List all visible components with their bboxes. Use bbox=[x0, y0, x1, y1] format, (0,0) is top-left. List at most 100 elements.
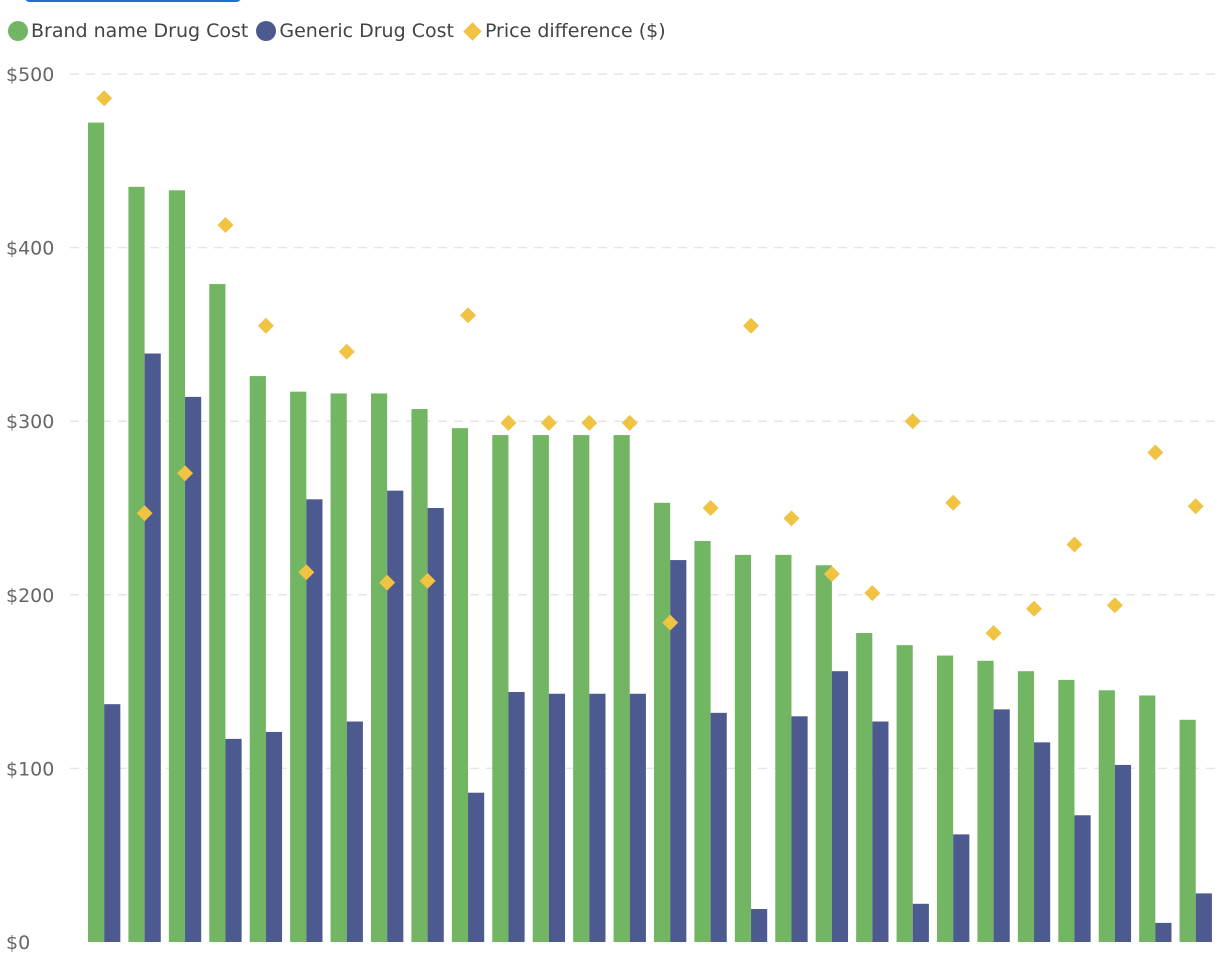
bar-brand[interactable] bbox=[249, 376, 266, 943]
bar-brand[interactable] bbox=[451, 428, 469, 942]
price-difference-marker[interactable] bbox=[581, 414, 598, 431]
price-difference-marker[interactable] bbox=[136, 505, 153, 522]
bar-generic[interactable] bbox=[185, 396, 202, 942]
bar-generic[interactable] bbox=[831, 671, 849, 942]
gridlines bbox=[70, 73, 1220, 770]
legend-item-diff[interactable]: Price difference ($) bbox=[462, 20, 666, 42]
bar-generic[interactable] bbox=[1155, 922, 1172, 942]
price-difference-marker[interactable] bbox=[904, 413, 921, 430]
bar-brand[interactable] bbox=[734, 554, 752, 942]
bar-brand[interactable] bbox=[654, 502, 671, 942]
price-difference-marker[interactable] bbox=[500, 414, 517, 431]
bar-generic[interactable] bbox=[1114, 764, 1132, 942]
price-difference-marker[interactable] bbox=[338, 343, 355, 360]
bar-generic[interactable] bbox=[508, 692, 525, 942]
bar-generic[interactable] bbox=[427, 508, 444, 942]
price-difference-marker[interactable] bbox=[177, 465, 194, 482]
bar-brand[interactable] bbox=[896, 645, 913, 942]
price-difference-marker[interactable] bbox=[702, 500, 719, 516]
bar-brand[interactable] bbox=[209, 284, 226, 942]
bar-brand[interactable] bbox=[330, 393, 347, 942]
legend: Brand name Drug Cost Generic Drug Cost P… bbox=[8, 18, 674, 44]
bar-brand[interactable] bbox=[694, 540, 711, 942]
price-difference-marker[interactable] bbox=[621, 414, 638, 431]
price-difference-marker[interactable] bbox=[1187, 498, 1204, 515]
price-difference-marker[interactable] bbox=[540, 414, 557, 431]
bar-generic[interactable] bbox=[104, 704, 121, 942]
bar-generic[interactable] bbox=[306, 499, 323, 942]
price-difference-marker[interactable] bbox=[1106, 597, 1123, 614]
bar-brand[interactable] bbox=[1098, 690, 1115, 942]
bar-brand[interactable] bbox=[977, 660, 994, 942]
bar-generic[interactable] bbox=[1034, 742, 1051, 942]
markers bbox=[96, 90, 1204, 641]
bar-generic[interactable] bbox=[468, 792, 485, 942]
price-difference-marker[interactable] bbox=[945, 494, 962, 511]
price-difference-marker[interactable] bbox=[985, 624, 1002, 641]
bar-brand[interactable] bbox=[411, 409, 428, 943]
bar-generic[interactable] bbox=[710, 712, 727, 942]
bar-generic[interactable] bbox=[751, 909, 768, 942]
price-difference-marker[interactable] bbox=[217, 217, 234, 234]
bar-generic[interactable] bbox=[265, 731, 283, 942]
bar-brand[interactable] bbox=[937, 655, 954, 942]
bar-generic[interactable] bbox=[629, 693, 646, 942]
price-difference-marker[interactable] bbox=[1147, 444, 1164, 461]
price-difference-marker[interactable] bbox=[257, 317, 274, 334]
price-difference-marker[interactable] bbox=[823, 565, 840, 582]
y-tick-label: $100 bbox=[6, 758, 54, 780]
legend-label-generic: Generic Drug Cost bbox=[279, 20, 454, 42]
y-axis-ticks: $0 $100 $200 $300 $400 $500 bbox=[6, 64, 54, 954]
bar-generic[interactable] bbox=[144, 353, 161, 943]
bar-generic[interactable] bbox=[912, 903, 929, 942]
bar-generic[interactable] bbox=[1074, 815, 1091, 942]
price-difference-marker[interactable] bbox=[1026, 600, 1043, 617]
bar-brand[interactable] bbox=[128, 186, 145, 943]
legend-item-generic[interactable]: Generic Drug Cost bbox=[256, 20, 454, 42]
bar-brand[interactable] bbox=[532, 435, 549, 942]
price-difference-marker[interactable] bbox=[1066, 536, 1083, 553]
bar-generic[interactable] bbox=[953, 834, 970, 942]
bar-generic[interactable] bbox=[346, 721, 363, 942]
price-difference-marker[interactable] bbox=[298, 564, 315, 581]
y-tick-label: $0 bbox=[6, 932, 30, 954]
bar-brand[interactable] bbox=[775, 554, 792, 942]
bar-generic[interactable] bbox=[872, 721, 889, 942]
bar-brand[interactable] bbox=[573, 435, 590, 942]
bar-generic[interactable] bbox=[548, 693, 566, 942]
legend-label-brand: Brand name Drug Cost bbox=[31, 20, 249, 42]
bar-brand[interactable] bbox=[1139, 695, 1156, 942]
bar-brand[interactable] bbox=[371, 393, 388, 942]
price-difference-marker[interactable] bbox=[419, 572, 436, 589]
bar-brand[interactable] bbox=[168, 190, 186, 942]
bar-brand[interactable] bbox=[492, 435, 509, 942]
price-difference-marker[interactable] bbox=[460, 307, 477, 324]
bar-brand[interactable] bbox=[1017, 671, 1035, 942]
bar-brand[interactable] bbox=[1058, 679, 1075, 942]
bar-generic[interactable] bbox=[225, 738, 242, 942]
bar-brand[interactable] bbox=[290, 391, 307, 942]
price-difference-marker[interactable] bbox=[379, 574, 396, 591]
bar-brand[interactable] bbox=[88, 122, 105, 942]
bar-brand[interactable] bbox=[815, 565, 832, 942]
bar-generic[interactable] bbox=[791, 716, 808, 942]
y-tick-label: $500 bbox=[6, 64, 54, 86]
bar-generic[interactable] bbox=[387, 490, 404, 942]
bar-brand[interactable] bbox=[613, 435, 630, 942]
bar-brand[interactable] bbox=[856, 632, 873, 942]
price-difference-marker[interactable] bbox=[96, 90, 113, 107]
bar-generic[interactable] bbox=[993, 709, 1010, 942]
price-difference-marker[interactable] bbox=[662, 614, 679, 631]
legend-item-brand[interactable]: Brand name Drug Cost bbox=[8, 20, 248, 42]
bars bbox=[88, 122, 1212, 943]
bar-generic[interactable] bbox=[589, 693, 606, 942]
price-difference-marker[interactable] bbox=[864, 585, 881, 602]
bar-generic[interactable] bbox=[670, 560, 687, 942]
bar-brand[interactable] bbox=[1179, 719, 1196, 942]
generic-legend-circle-icon bbox=[256, 21, 277, 41]
price-difference-marker[interactable] bbox=[743, 317, 760, 334]
bar-generic[interactable] bbox=[1195, 893, 1212, 942]
price-difference-marker[interactable] bbox=[783, 510, 800, 527]
